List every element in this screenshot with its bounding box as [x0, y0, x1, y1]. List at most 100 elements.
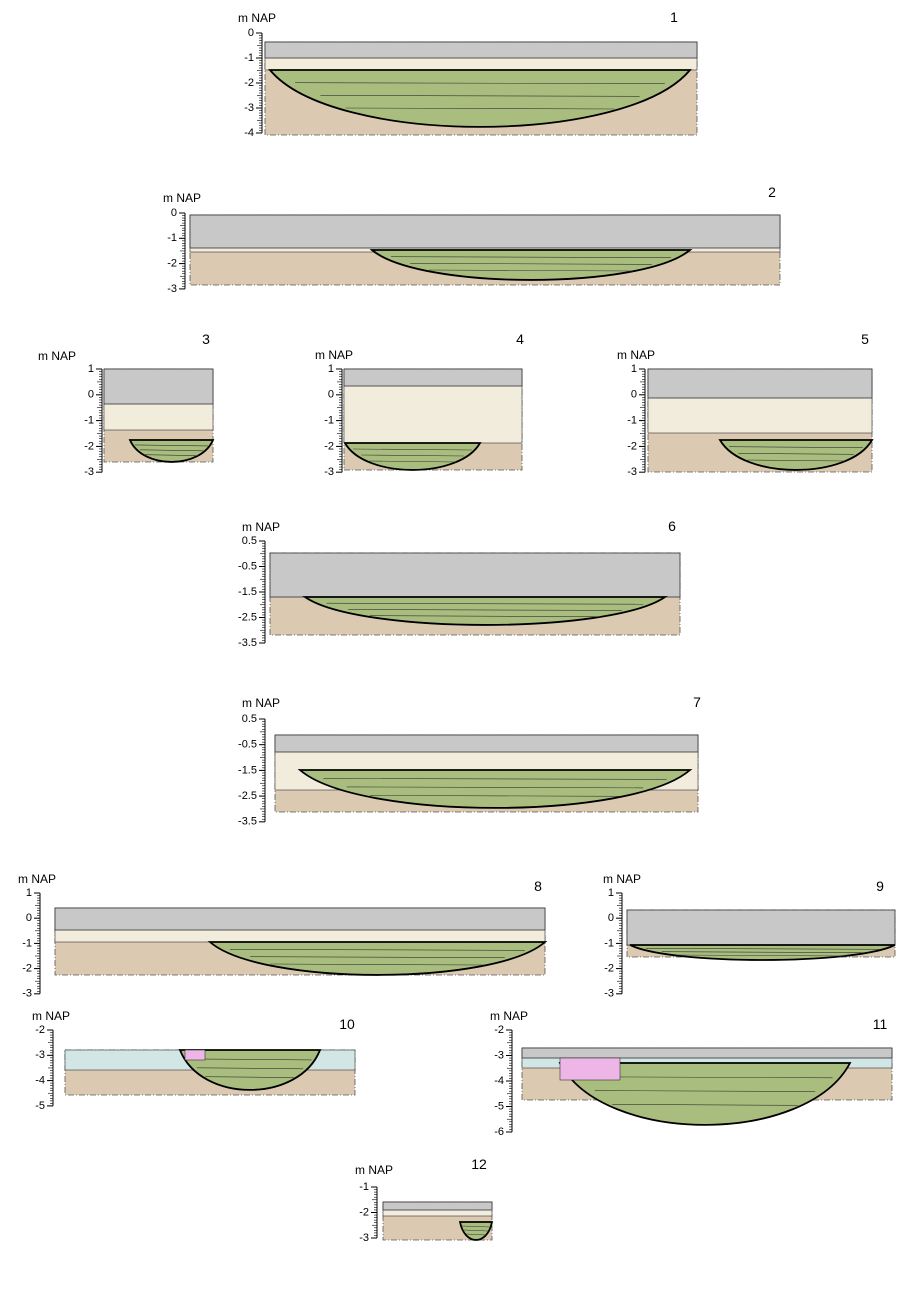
tick-label: -1 [22, 937, 32, 949]
tick-label: -1 [604, 937, 614, 949]
tick-label: -3 [244, 102, 254, 114]
tick-label: -2 [35, 1024, 45, 1036]
section-number: 4 [516, 331, 524, 347]
axis-label: m NAP [315, 348, 353, 362]
tick-label: -1 [167, 232, 177, 244]
axis-label: m NAP [603, 872, 641, 886]
tick-label: -3 [84, 466, 94, 478]
tick-label: -2 [627, 440, 637, 452]
cross-section: 1 0 -1 -2 -3 m NAP 8 [18, 872, 545, 1000]
tick-label: -4 [494, 1075, 504, 1087]
tick-label: -3 [167, 283, 177, 295]
tick-label: 0 [328, 389, 334, 401]
section-number: 10 [339, 1016, 355, 1032]
topsoil [265, 42, 697, 58]
tick-label: -2 [244, 77, 254, 89]
tick-label: -2 [22, 963, 32, 975]
tick-label: -3 [604, 988, 614, 1000]
tick-label: 1 [631, 363, 637, 375]
axis-label: m NAP [238, 11, 276, 25]
cross-section: 0.5 -0.5 -1.5 -2.5 -3.5 m NAP 7 [238, 694, 701, 828]
topsoil [190, 215, 780, 248]
topsoil [383, 1202, 492, 1210]
tick-label: -5 [35, 1100, 45, 1112]
section-number: 6 [668, 518, 676, 534]
cross-section: 0 -1 -2 -3 m NAP 2 [163, 184, 780, 295]
tick-label: -2 [494, 1024, 504, 1036]
tick-label: -4 [244, 127, 254, 139]
tick-label: 1 [26, 887, 32, 899]
tick-label: -6 [494, 1126, 504, 1138]
tick-label: 0 [88, 389, 94, 401]
tick-label: -2 [84, 440, 94, 452]
topsoil [270, 553, 680, 597]
cross-section: -1 -2 -3 m NAP 12 [355, 1156, 492, 1244]
tick-label: 0 [171, 207, 177, 219]
tick-label: -3 [35, 1049, 45, 1061]
section-number: 9 [876, 878, 884, 894]
axis-label: m NAP [32, 1009, 70, 1023]
tick-label: 0 [608, 912, 614, 924]
tick-label: -1 [324, 415, 334, 427]
tick-label: 0 [248, 27, 254, 39]
tick-label: -3 [22, 988, 32, 1000]
section-number: 2 [768, 184, 776, 200]
topsoil [55, 908, 545, 930]
cross-section: 1 0 -1 -2 -3 m NAP 3 [38, 331, 213, 478]
tick-label: -4 [35, 1075, 45, 1087]
cross-section: -2 -3 -4 -5 m NAP 10 [32, 1009, 355, 1112]
axis-label: m NAP [242, 520, 280, 534]
tick-label: -2 [324, 440, 334, 452]
topsoil [522, 1048, 892, 1058]
axis-label: m NAP [617, 348, 655, 362]
tick-label: -1 [359, 1181, 369, 1193]
tick-label: -1 [84, 415, 94, 427]
section-number: 8 [534, 878, 542, 894]
topsoil [344, 369, 522, 386]
topsoil [275, 735, 698, 752]
tick-label: -2 [604, 963, 614, 975]
axis-label: m NAP [38, 349, 76, 363]
cross-section: -2 -3 -4 -5 -6 m NAP 11 [490, 1009, 892, 1138]
peat-layer [560, 1058, 620, 1080]
tick-label: 1 [608, 887, 614, 899]
section-number: 7 [693, 694, 701, 710]
section-number: 11 [873, 1016, 888, 1032]
section-number: 12 [471, 1156, 487, 1172]
topsoil [104, 369, 213, 404]
tick-label: -1.5 [238, 764, 257, 776]
tick-label: 1 [88, 363, 94, 375]
tick-label: -3 [494, 1049, 504, 1061]
axis-label: m NAP [163, 191, 201, 205]
topsoil [627, 910, 895, 945]
axis-label: m NAP [18, 872, 56, 886]
axis-label: m NAP [242, 696, 280, 710]
tick-label: -3 [324, 466, 334, 478]
figure: 0-1-2-3-4m NAP10-1-2-3m NAP210-1-2-3m NA… [0, 0, 917, 1307]
tick-label: -3 [359, 1232, 369, 1244]
tick-label: -3.5 [238, 816, 257, 828]
section-number: 3 [202, 331, 210, 347]
axis-label: m NAP [355, 1163, 393, 1177]
tick-label: -2.5 [238, 611, 257, 623]
topsoil [648, 369, 872, 398]
tick-label: 0 [26, 912, 32, 924]
cross-section: 1 0 -1 -2 -3 m NAP 9 [603, 872, 895, 1000]
tick-label: -2 [167, 258, 177, 270]
tick-label: -1 [244, 52, 254, 64]
tick-label: 0.5 [242, 713, 257, 725]
tick-label: -5 [494, 1100, 504, 1112]
section-number: 1 [670, 9, 678, 25]
cross-section: 0 -1 -2 -3 -4 m NAP 1 [238, 9, 697, 139]
tick-label: 1 [328, 363, 334, 375]
axis-label: m NAP [490, 1009, 528, 1023]
tick-label: -1.5 [238, 586, 257, 598]
peat-layer [185, 1050, 205, 1060]
tick-label: -2.5 [238, 790, 257, 802]
tick-label: -0.5 [238, 560, 257, 572]
cross-section: 1 0 -1 -2 -3 m NAP 4 [315, 331, 524, 478]
tick-label: -0.5 [238, 739, 257, 751]
tick-label: -2 [359, 1206, 369, 1218]
tick-label: -1 [627, 415, 637, 427]
